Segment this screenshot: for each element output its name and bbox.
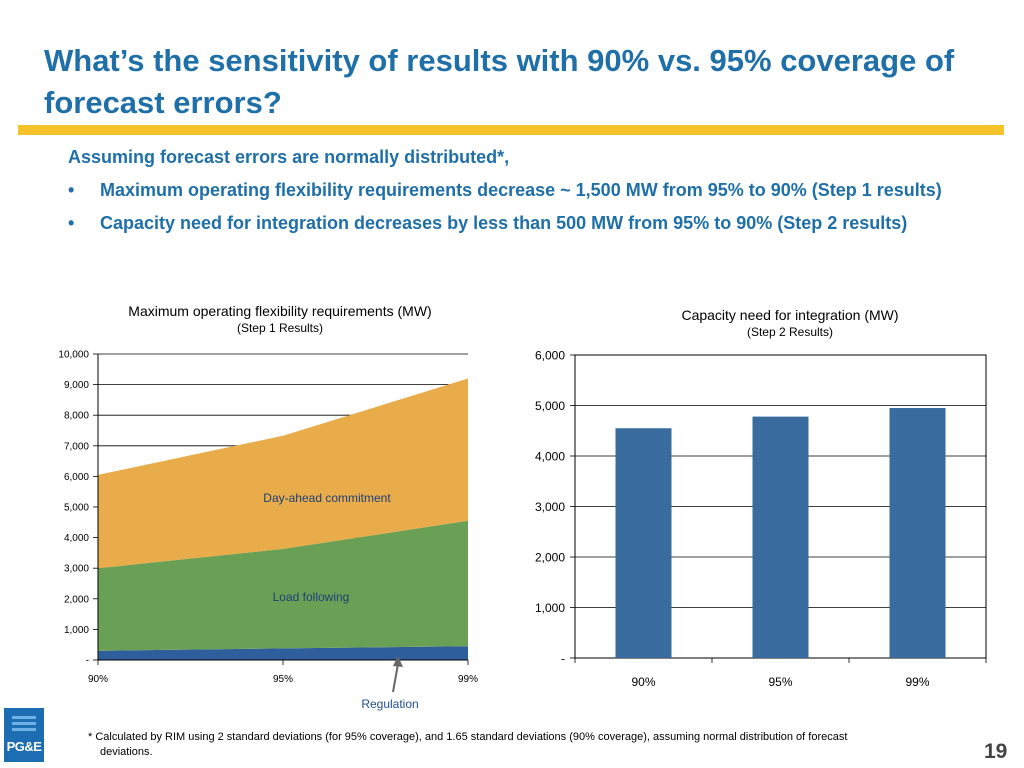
- bar-99-pct: [889, 408, 946, 658]
- bar-ytick-label: 4,000: [535, 450, 565, 464]
- bar-ytick-label: -: [561, 652, 565, 666]
- bar-chart-subtitle: (Step 2 Results): [746, 325, 834, 339]
- area-chart-subtitle: (Step 1 Results): [236, 321, 324, 335]
- bar-95-pct: [752, 416, 809, 658]
- pge-logo: PG&E: [4, 708, 44, 762]
- bullet-item: • Maximum operating flexibility requirem…: [68, 180, 968, 201]
- bullet-item: • Capacity need for integration decrease…: [68, 213, 968, 234]
- bar-ytick-label: 1,000: [535, 601, 565, 615]
- footnote-line-1: * Calculated by RIM using 2 standard dev…: [88, 731, 848, 743]
- regulation-arrow-line: [392, 663, 399, 693]
- area-series-load-following: [98, 520, 468, 651]
- regulation-annotation: Regulation: [361, 697, 419, 711]
- bullet-dot: •: [68, 180, 75, 200]
- area-ytick-label: 10,000: [58, 350, 89, 361]
- slide-title: What’s the sensitivity of results with 9…: [44, 43, 955, 120]
- area-xtick-label: 95%: [273, 674, 293, 685]
- area-ytick-label: 1,000: [64, 625, 89, 636]
- bullet-text: Capacity need for integration decreases …: [100, 213, 908, 233]
- footnote: * Calculated by RIM using 2 standard dev…: [88, 730, 978, 760]
- area-chart-title: Maximum operating flexibility requiremen…: [128, 303, 432, 319]
- area-ytick-label: -: [86, 656, 89, 667]
- bullet-dot: •: [68, 213, 75, 233]
- area-xtick-label: 99%: [458, 674, 478, 685]
- area-xtick-label: 90%: [88, 674, 108, 685]
- title-divider: [18, 125, 1004, 135]
- bar-ytick-label: 3,000: [535, 500, 565, 514]
- bar-90-pct: [615, 428, 672, 658]
- bar-ytick-label: 2,000: [535, 551, 565, 565]
- area-ytick-label: 6,000: [64, 472, 89, 483]
- bullet-text: Maximum operating flexibility requiremen…: [100, 180, 942, 200]
- logo-text: PG&E: [6, 739, 42, 754]
- area-ytick-label: 7,000: [64, 441, 89, 452]
- bullet-list: • Maximum operating flexibility requirem…: [68, 180, 968, 246]
- area-ytick-label: 2,000: [64, 594, 89, 605]
- load-following-annotation: Load following: [273, 590, 350, 604]
- regulation-arrow-head: [393, 656, 403, 667]
- area-ytick-label: 3,000: [64, 564, 89, 575]
- bar-ytick-label: 5,000: [535, 399, 565, 413]
- day-ahead-annotation: Day-ahead commitment: [263, 491, 391, 505]
- bar-xtick-label: 99%: [905, 675, 929, 689]
- bar-xtick-label: 90%: [631, 675, 655, 689]
- bar-chart-title: Capacity need for integration (MW): [681, 307, 899, 323]
- bar-ytick-label: 6,000: [535, 349, 565, 363]
- area-ytick-label: 8,000: [64, 411, 89, 422]
- area-ytick-label: 9,000: [64, 380, 89, 391]
- footnote-line-2: deviations.: [100, 746, 153, 758]
- area-series-day-ahead-commitment: [98, 378, 468, 569]
- bar-xtick-label: 95%: [768, 675, 792, 689]
- intro-text: Assuming forecast errors are normally di…: [68, 147, 510, 167]
- area-ytick-label: 4,000: [64, 533, 89, 544]
- page-number: 19: [984, 740, 1008, 763]
- area-series-regulation: [98, 646, 468, 660]
- area-ytick-label: 5,000: [64, 503, 89, 514]
